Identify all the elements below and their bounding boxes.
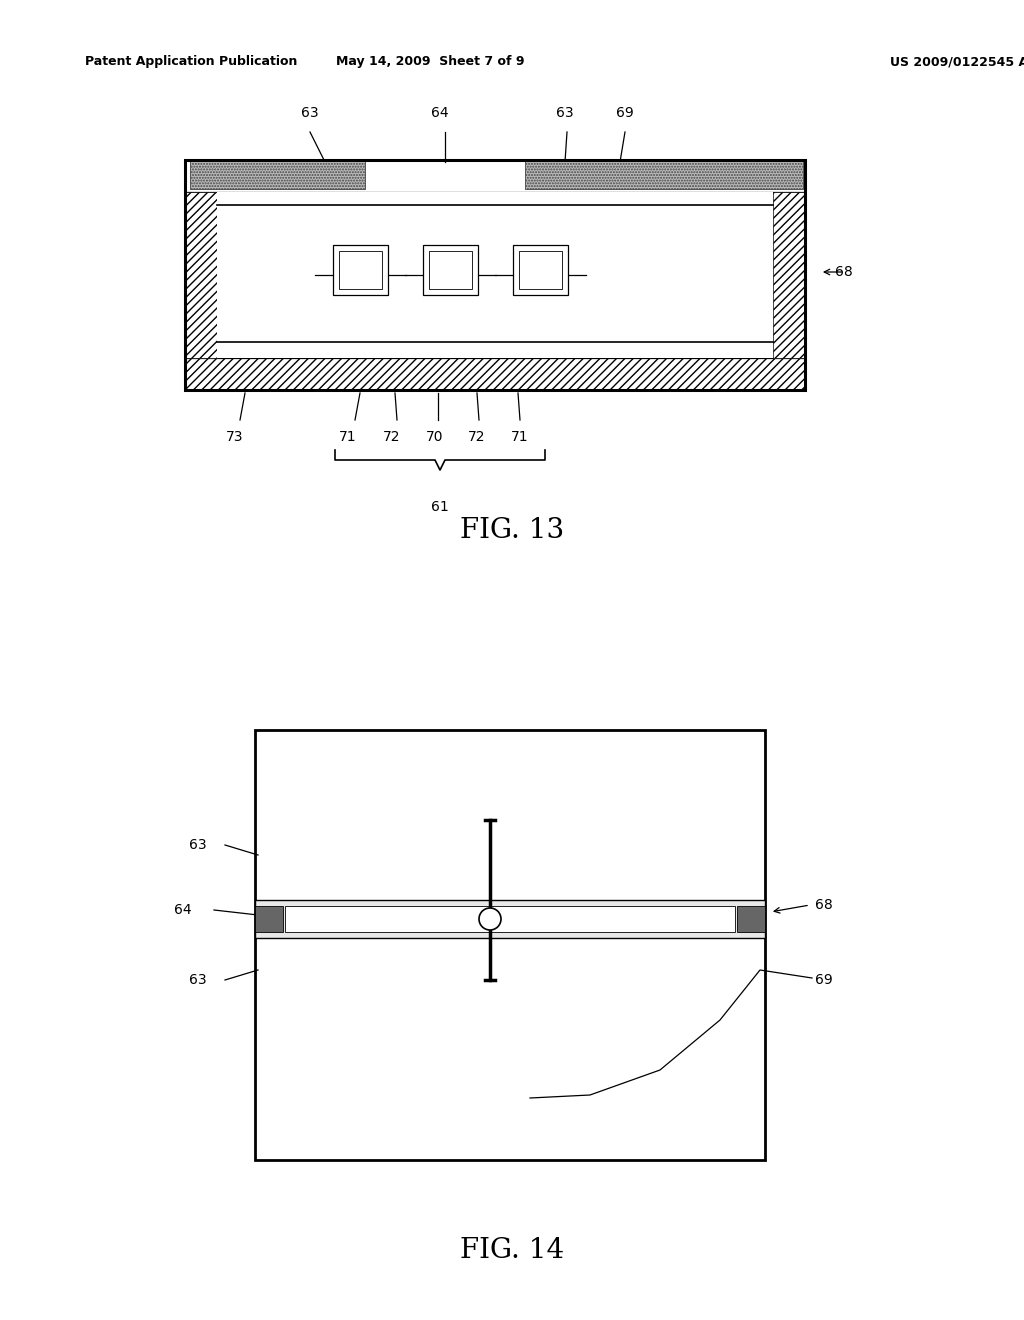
Bar bbox=[285, 906, 735, 932]
Text: 63: 63 bbox=[189, 973, 207, 987]
Bar bbox=[217, 191, 773, 358]
Bar bbox=[525, 161, 803, 189]
Text: Patent Application Publication: Patent Application Publication bbox=[85, 55, 297, 69]
Text: 63: 63 bbox=[556, 106, 573, 120]
Text: 71: 71 bbox=[339, 430, 356, 444]
Text: 68: 68 bbox=[835, 265, 853, 279]
Text: FIG. 14: FIG. 14 bbox=[460, 1237, 564, 1263]
Bar bbox=[255, 900, 765, 939]
Text: 64: 64 bbox=[431, 106, 449, 120]
Text: 72: 72 bbox=[383, 430, 400, 444]
Text: 69: 69 bbox=[815, 973, 833, 987]
Text: 68: 68 bbox=[815, 898, 833, 912]
Text: May 14, 2009  Sheet 7 of 9: May 14, 2009 Sheet 7 of 9 bbox=[336, 55, 524, 69]
Text: US 2009/0122545 A1: US 2009/0122545 A1 bbox=[890, 55, 1024, 69]
Text: FIG. 13: FIG. 13 bbox=[460, 516, 564, 544]
Bar bbox=[773, 191, 805, 358]
Bar bbox=[512, 246, 567, 294]
Bar bbox=[185, 358, 805, 389]
Circle shape bbox=[479, 908, 501, 931]
Text: 69: 69 bbox=[616, 106, 634, 120]
Bar bbox=[423, 246, 477, 294]
Text: 71: 71 bbox=[511, 430, 528, 444]
Bar bbox=[428, 251, 471, 289]
Text: 70: 70 bbox=[426, 430, 443, 444]
Text: 64: 64 bbox=[174, 903, 193, 917]
Bar bbox=[737, 906, 765, 932]
Text: 63: 63 bbox=[189, 838, 207, 851]
Text: 63: 63 bbox=[301, 106, 318, 120]
Bar bbox=[518, 251, 561, 289]
Bar bbox=[333, 246, 387, 294]
Bar bbox=[255, 730, 765, 1160]
Text: 61: 61 bbox=[431, 500, 449, 513]
Text: 73: 73 bbox=[226, 430, 244, 444]
Bar bbox=[185, 160, 805, 389]
Bar bbox=[190, 161, 365, 189]
Bar bbox=[185, 160, 805, 191]
Bar bbox=[339, 251, 382, 289]
Bar bbox=[185, 191, 217, 358]
Text: 72: 72 bbox=[468, 430, 485, 444]
Bar bbox=[255, 906, 283, 932]
